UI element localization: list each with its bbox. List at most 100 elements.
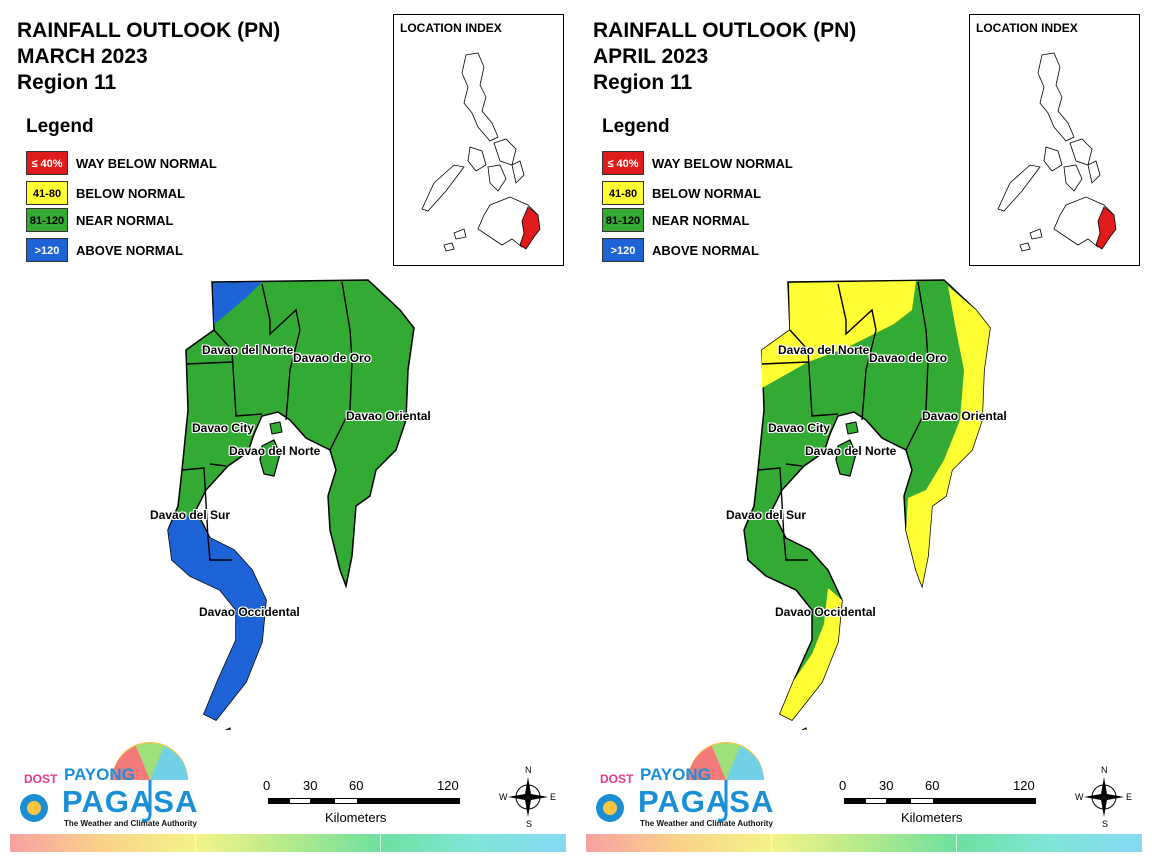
region-11-highlight: [1095, 206, 1117, 250]
province-boundaries: [757, 281, 929, 561]
scale-tick: 0: [839, 778, 847, 793]
tagline-text: The Weather and Climate Authority: [64, 819, 197, 828]
philippines-index-map: [997, 52, 1117, 252]
region-11-rainfall-map: [167, 279, 415, 730]
compass-e: E: [1126, 792, 1133, 802]
label-davao-oriental: Davao Oriental: [346, 409, 431, 423]
compass-s: S: [1102, 819, 1109, 829]
title-line-region: Region 11: [593, 71, 693, 94]
samal-island: [259, 439, 281, 477]
label-davao-del-norte: Davao del Norte: [202, 343, 294, 357]
legend-label: ABOVE NORMAL: [652, 243, 759, 258]
label-davao-del-norte-samal: Davao del Norte: [805, 444, 897, 458]
legend-swatch: 81-120: [26, 208, 68, 232]
scale-tick: 0: [263, 778, 271, 793]
legend-swatch: ≤ 40%: [602, 151, 644, 175]
scale-bar: 0 30 60 120 Kilometers: [263, 778, 465, 828]
umbrella-icon: [596, 742, 764, 822]
payong-text: PAYONG: [64, 765, 135, 784]
label-davao-del-sur: Davao del Sur: [150, 508, 231, 522]
scale-tick: 30: [879, 778, 894, 793]
below-normal-zone-north: [762, 281, 916, 388]
dost-text: DOST: [600, 772, 634, 786]
title-line-1: RAINFALL OUTLOOK (PN): [17, 19, 281, 42]
label-davao-del-norte-samal: Davao del Norte: [229, 444, 321, 458]
talicud-island: [269, 421, 283, 435]
province-boundaries: [181, 281, 353, 561]
compass-rose-icon: [1084, 777, 1124, 817]
label-davao-de-oro: Davao de Oro: [869, 351, 948, 365]
location-index-inset: LOCATION INDEX: [969, 14, 1140, 266]
samal-island: [835, 439, 857, 477]
compass-w: W: [499, 792, 508, 802]
compass-e: E: [550, 792, 557, 802]
below-normal-zone-south: [780, 588, 842, 720]
scale-bar: 0 30 60 120 Kilometers: [839, 778, 1041, 828]
scale-graphic: [268, 798, 460, 804]
scale-tick: 60: [925, 778, 940, 793]
legend-label: BELOW NORMAL: [652, 186, 762, 201]
scale-tick: 30: [303, 778, 318, 793]
label-davao-occidental: Davao Occidental: [775, 605, 876, 619]
outlook-panel-april: RAINFALL OUTLOOK (PN) APRIL 2023 Region …: [576, 0, 1152, 864]
compass-s: S: [526, 819, 533, 829]
legend-label: NEAR NORMAL: [652, 213, 750, 228]
region-11-rainfall-map: [743, 279, 991, 730]
talicud-island: [845, 421, 859, 435]
compass-w: W: [1075, 792, 1084, 802]
region-11-highlight: [519, 206, 541, 250]
title-line-month: MARCH 2023: [17, 45, 148, 68]
southern-islet-2: [224, 727, 231, 730]
legend-label: ABOVE NORMAL: [76, 243, 183, 258]
southern-islet-2: [800, 727, 807, 730]
scale-unit: Kilometers: [325, 810, 387, 825]
label-davao-occidental: Davao Occidental: [199, 605, 300, 619]
scale-graphic: [844, 798, 1036, 804]
above-normal-zone-south: [168, 514, 266, 720]
location-index-inset: LOCATION INDEX: [393, 14, 564, 266]
legend-swatch: ≤ 40%: [26, 151, 68, 175]
dost-text: DOST: [24, 772, 58, 786]
location-index-title: LOCATION INDEX: [400, 21, 502, 35]
legend-title: Legend: [26, 116, 94, 137]
legend-label: BELOW NORMAL: [76, 186, 186, 201]
legend-swatch: >120: [26, 238, 68, 262]
label-davao-city: Davao City: [192, 421, 255, 435]
compass-n: N: [1101, 765, 1108, 775]
below-normal-zone-east: [906, 286, 990, 586]
label-davao-city: Davao City: [768, 421, 831, 435]
legend-title: Legend: [602, 116, 670, 137]
region-landmass: [167, 279, 415, 721]
legend-label: WAY BELOW NORMAL: [76, 156, 217, 171]
label-davao-de-oro: Davao de Oro: [293, 351, 372, 365]
region-landmass: [743, 279, 991, 721]
pagasa-text: PAGASA: [638, 784, 775, 819]
above-normal-zone-north: [213, 282, 262, 324]
umbrella-icon: [20, 742, 188, 822]
tagline-text: The Weather and Climate Authority: [640, 819, 773, 828]
legend-label: WAY BELOW NORMAL: [652, 156, 793, 171]
scale-tick: 120: [437, 778, 459, 793]
legend-swatch: 81-120: [602, 208, 644, 232]
compass-n: N: [525, 765, 532, 775]
map-title: RAINFALL OUTLOOK (PN) MARCH 2023 Region …: [17, 18, 280, 96]
philippines-index-map: [421, 52, 541, 252]
footer-color-bar: [586, 834, 1142, 852]
payong-text: PAYONG: [640, 765, 711, 784]
label-davao-oriental: Davao Oriental: [922, 409, 1007, 423]
north-arrow-compass: N E S W: [1074, 765, 1134, 829]
compass-rose-icon: [508, 777, 548, 817]
scale-tick: 60: [349, 778, 364, 793]
title-line-1: RAINFALL OUTLOOK (PN): [593, 19, 857, 42]
location-index-title: LOCATION INDEX: [976, 21, 1078, 35]
map-title: RAINFALL OUTLOOK (PN) APRIL 2023 Region …: [593, 18, 856, 96]
scale-tick: 120: [1013, 778, 1035, 793]
title-line-region: Region 11: [17, 71, 117, 94]
legend-swatch: 41-80: [26, 181, 68, 205]
label-davao-del-norte: Davao del Norte: [778, 343, 870, 357]
legend-label: NEAR NORMAL: [76, 213, 174, 228]
legend-swatch: 41-80: [602, 181, 644, 205]
pagasa-text: PAGASA: [62, 784, 199, 819]
scale-unit: Kilometers: [901, 810, 963, 825]
label-davao-del-sur: Davao del Sur: [726, 508, 807, 522]
